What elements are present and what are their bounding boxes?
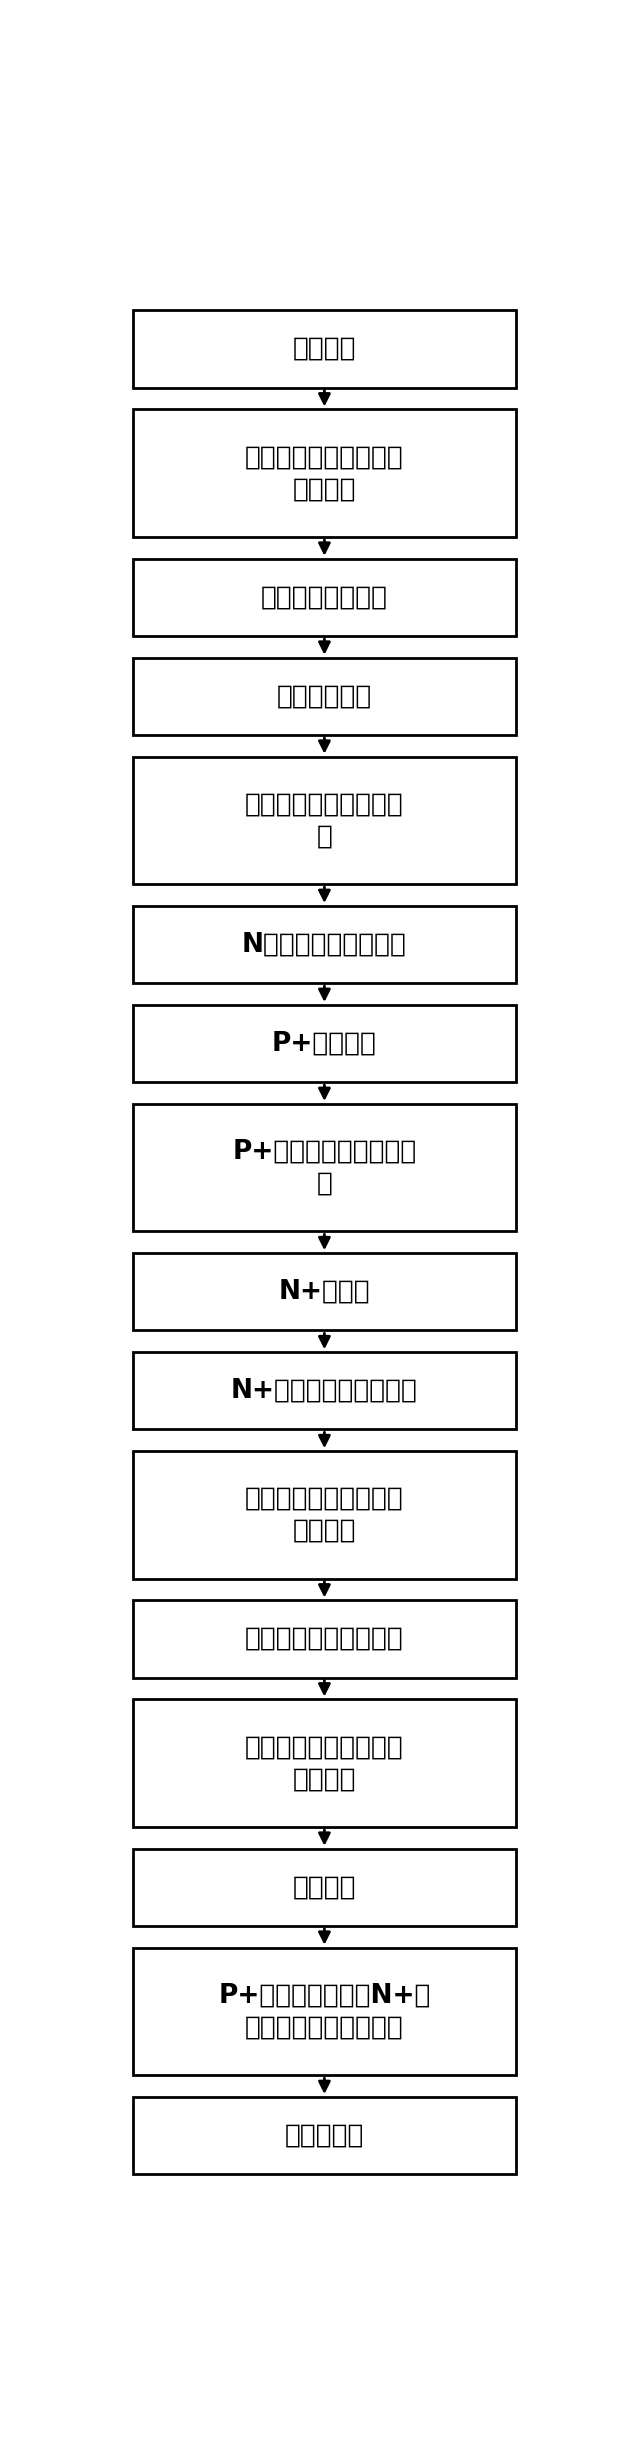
- Bar: [133, 310, 516, 389]
- Bar: [133, 657, 516, 736]
- Bar: [133, 1353, 516, 1429]
- Bar: [133, 408, 516, 536]
- Text: N+区光刻: N+区光刻: [279, 1279, 370, 1304]
- Text: 高耐压栅氧化: 高耐压栅氧化: [277, 684, 372, 708]
- Bar: [133, 1847, 516, 1926]
- Text: 多晶硅淀积、光刻、刻
蚀: 多晶硅淀积、光刻、刻 蚀: [245, 792, 404, 849]
- Text: P+源区掺杂、高温热处
理: P+源区掺杂、高温热处 理: [232, 1139, 417, 1196]
- Text: N阱掺杂、高温热处理: N阱掺杂、高温热处理: [242, 932, 407, 957]
- Text: N+区掺杂、高温热处理: N+区掺杂、高温热处理: [231, 1378, 418, 1405]
- Bar: [133, 1948, 516, 2076]
- Bar: [133, 558, 516, 637]
- Text: 基片制备: 基片制备: [292, 337, 356, 362]
- Bar: [133, 2096, 516, 2175]
- Bar: [133, 1700, 516, 1828]
- Text: 背面金属化: 背面金属化: [285, 2123, 364, 2148]
- Text: 介质膜生长，钝化层光
刻、刻蚀: 介质膜生长，钝化层光 刻、刻蚀: [245, 1734, 404, 1793]
- Text: 深沟槽光刻、刻蚀: 深沟槽光刻、刻蚀: [261, 585, 388, 610]
- Text: 介质膜生长，接触孔光
刻、刻蚀: 介质膜生长，接触孔光 刻、刻蚀: [245, 1486, 404, 1545]
- Text: 金属淀积、光刻、刻蚀: 金属淀积、光刻、刻蚀: [245, 1626, 404, 1653]
- Bar: [133, 1004, 516, 1082]
- Text: P+场截止层掺杂、N+集
电区掺杂，高温热处理: P+场截止层掺杂、N+集 电区掺杂，高温热处理: [218, 1983, 430, 2039]
- Text: 介质膜生长，场限环光
刻、刻蚀: 介质膜生长，场限环光 刻、刻蚀: [245, 445, 404, 502]
- Bar: [133, 1601, 516, 1678]
- Bar: [133, 1451, 516, 1579]
- Text: 背面减薄: 背面减薄: [292, 1875, 356, 1899]
- Bar: [133, 1252, 516, 1331]
- Bar: [133, 758, 516, 883]
- Bar: [133, 1105, 516, 1232]
- Bar: [133, 905, 516, 984]
- Text: P+源区光刻: P+源区光刻: [272, 1031, 377, 1055]
